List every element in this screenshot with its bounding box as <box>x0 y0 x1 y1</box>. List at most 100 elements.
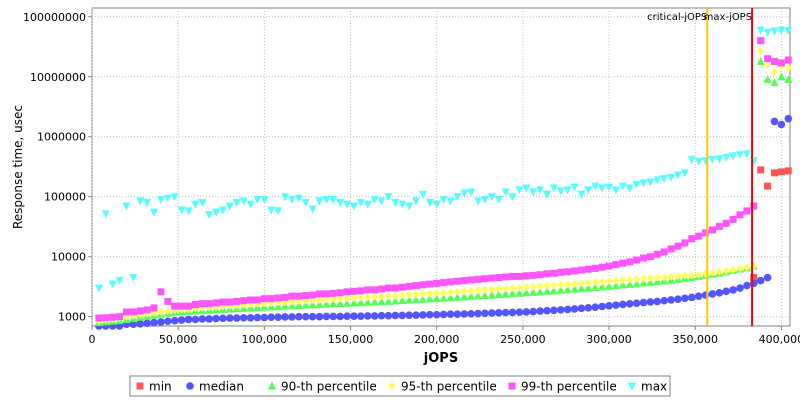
series-median <box>95 114 793 330</box>
median-point <box>488 309 496 317</box>
median-point <box>681 294 689 303</box>
max-point <box>232 199 241 208</box>
max-point <box>460 189 469 198</box>
max-point <box>474 197 483 206</box>
90-th-percentile-point <box>584 283 593 292</box>
99-th-percentile-point <box>109 313 117 321</box>
95-th-percentile-point <box>543 281 551 290</box>
median-point <box>570 305 579 313</box>
max-point <box>611 186 620 195</box>
99-th-percentile-point <box>688 235 696 243</box>
max-point <box>646 178 655 187</box>
90-th-percentile-point <box>405 295 414 304</box>
99-th-percentile-point <box>702 229 710 237</box>
median-point <box>439 310 448 319</box>
max-point <box>163 194 172 203</box>
max-point <box>356 199 365 208</box>
max-point <box>108 280 117 289</box>
min-point <box>777 168 785 176</box>
99-th-percentile-point <box>598 263 606 271</box>
95-th-percentile-point <box>509 284 517 293</box>
99-th-percentile-point <box>522 272 530 280</box>
legend-marker-99-th-percentile <box>508 382 516 390</box>
median-point <box>736 284 744 292</box>
y-axis-title: Response time, usec <box>11 105 25 229</box>
90-th-percentile-point <box>494 290 503 299</box>
90-th-percentile-point <box>598 282 607 291</box>
max-point <box>742 150 751 159</box>
99-th-percentile-point <box>646 253 654 261</box>
median-point <box>619 300 627 309</box>
max-point <box>598 184 607 193</box>
90-th-percentile-point <box>618 280 627 289</box>
max-point <box>584 186 593 195</box>
x-tick-label: 150,000 <box>328 333 374 346</box>
95-th-percentile-point <box>674 272 682 281</box>
max-point <box>618 182 627 191</box>
max-point <box>384 193 393 202</box>
max-point <box>336 199 345 208</box>
max-point <box>439 195 448 204</box>
median-point <box>756 276 765 285</box>
max-point <box>549 184 558 193</box>
95-th-percentile-point <box>329 295 337 304</box>
99-th-percentile-point <box>460 277 468 285</box>
99-th-percentile-point <box>295 292 303 300</box>
99-th-percentile-point <box>336 289 344 297</box>
90-th-percentile-point <box>632 279 641 288</box>
max-point <box>322 195 331 204</box>
99-th-percentile-point <box>171 302 179 310</box>
99-th-percentile-point <box>591 264 599 272</box>
99-th-percentile-point <box>626 258 634 266</box>
max-point <box>432 200 441 209</box>
median-point <box>605 301 613 310</box>
median-point <box>170 316 179 325</box>
90-th-percentile-point <box>487 290 496 299</box>
x-tick-label: 200,000 <box>414 333 460 346</box>
99-th-percentile-point <box>550 269 558 277</box>
median-point <box>219 314 227 323</box>
99-th-percentile-point <box>536 271 544 279</box>
95-th-percentile-point <box>419 289 427 298</box>
median-point <box>598 302 606 311</box>
99-th-percentile-point <box>743 207 751 215</box>
99-th-percentile-point <box>143 306 151 314</box>
90-th-percentile-point <box>777 72 786 81</box>
y-tick-label: 100000000 <box>23 11 86 24</box>
90-th-percentile-point <box>453 292 462 301</box>
max-point <box>363 200 372 209</box>
99-th-percentile-point <box>453 277 461 285</box>
95-th-percentile-point <box>557 280 565 289</box>
min-point <box>784 167 792 175</box>
90-th-percentile-point <box>315 299 324 308</box>
x-tick-label: 300,000 <box>586 333 632 346</box>
90-th-percentile-point <box>439 293 448 302</box>
median-point <box>625 300 634 308</box>
median-point <box>295 312 303 321</box>
99-th-percentile-point <box>309 291 317 299</box>
90-th-percentile-point <box>577 284 586 293</box>
99-th-percentile-point <box>240 297 248 305</box>
95-th-percentile-point <box>398 291 406 300</box>
90-th-percentile-point <box>363 297 372 306</box>
max-point <box>287 195 296 204</box>
median-point <box>253 313 262 322</box>
99-th-percentile-point <box>405 282 413 290</box>
90-th-percentile-point <box>529 287 538 296</box>
max-point <box>763 28 772 37</box>
95-th-percentile-point <box>653 273 661 282</box>
99-th-percentile-point <box>288 292 296 300</box>
99-th-percentile-point <box>122 308 130 316</box>
series-99-th-percentile <box>95 37 792 322</box>
95-th-percentile-point <box>164 307 172 316</box>
legend-marker-95-th-percentile <box>388 382 396 390</box>
marker-label: critical-jOPS <box>647 12 707 23</box>
90-th-percentile-point <box>522 288 531 297</box>
99-th-percentile-point <box>571 267 579 275</box>
median-point <box>260 313 269 322</box>
99-th-percentile-point <box>198 300 206 308</box>
median-point <box>694 292 703 300</box>
max-point <box>418 190 427 199</box>
95-th-percentile-point <box>502 284 510 293</box>
